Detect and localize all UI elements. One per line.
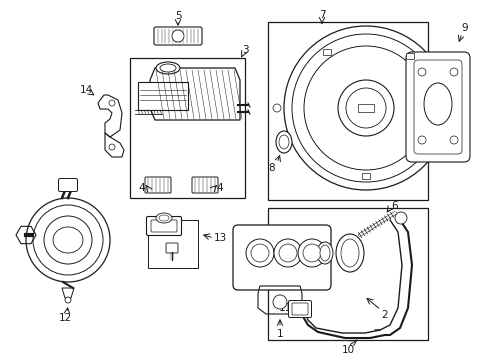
Ellipse shape: [156, 213, 172, 223]
Circle shape: [449, 68, 457, 76]
Circle shape: [449, 136, 457, 144]
FancyBboxPatch shape: [151, 220, 177, 232]
Text: 12: 12: [58, 313, 71, 323]
FancyBboxPatch shape: [291, 303, 307, 315]
Bar: [138, 82, 187, 110]
Ellipse shape: [275, 131, 291, 153]
Bar: [323, 49, 330, 55]
Bar: [148, 220, 198, 268]
Bar: [267, 22, 427, 200]
Text: 6: 6: [391, 201, 398, 211]
Circle shape: [172, 30, 183, 42]
Text: 13: 13: [213, 233, 226, 243]
Circle shape: [346, 88, 385, 128]
Circle shape: [245, 239, 273, 267]
Text: 8: 8: [268, 163, 275, 173]
FancyBboxPatch shape: [405, 52, 469, 162]
Circle shape: [417, 136, 425, 144]
Ellipse shape: [319, 245, 329, 261]
Circle shape: [250, 244, 268, 262]
FancyBboxPatch shape: [192, 177, 218, 193]
Ellipse shape: [156, 62, 180, 74]
Ellipse shape: [53, 227, 83, 253]
Ellipse shape: [335, 234, 363, 272]
Circle shape: [272, 295, 286, 309]
Text: 11: 11: [278, 303, 291, 313]
Circle shape: [337, 80, 393, 136]
Text: 2: 2: [381, 310, 387, 320]
Text: 5: 5: [174, 11, 181, 21]
Circle shape: [109, 144, 115, 150]
FancyBboxPatch shape: [288, 301, 311, 318]
Circle shape: [109, 100, 115, 106]
Text: 7: 7: [318, 10, 325, 20]
Circle shape: [284, 26, 447, 190]
Circle shape: [26, 198, 110, 282]
Circle shape: [291, 34, 439, 182]
FancyBboxPatch shape: [165, 243, 178, 253]
Bar: [357, 104, 373, 112]
FancyBboxPatch shape: [145, 177, 171, 193]
Text: 10: 10: [341, 345, 354, 355]
Ellipse shape: [340, 239, 358, 267]
FancyBboxPatch shape: [59, 179, 77, 192]
Circle shape: [297, 239, 325, 267]
Circle shape: [65, 297, 71, 303]
Bar: [405, 53, 413, 59]
Text: 1: 1: [276, 329, 283, 339]
Circle shape: [304, 46, 427, 170]
Text: 14: 14: [79, 85, 92, 95]
Bar: [361, 173, 369, 179]
FancyBboxPatch shape: [413, 60, 461, 154]
Circle shape: [272, 104, 281, 112]
Ellipse shape: [160, 64, 176, 72]
Bar: [267, 208, 427, 340]
Text: 4: 4: [139, 183, 145, 193]
Ellipse shape: [159, 215, 169, 221]
Circle shape: [394, 212, 406, 224]
Text: 3: 3: [241, 45, 248, 55]
Bar: [130, 58, 244, 198]
Circle shape: [303, 244, 320, 262]
Ellipse shape: [279, 135, 288, 149]
Text: 4: 4: [216, 183, 223, 193]
Circle shape: [279, 244, 296, 262]
Ellipse shape: [423, 83, 451, 125]
Circle shape: [273, 239, 302, 267]
Ellipse shape: [316, 242, 332, 264]
FancyBboxPatch shape: [154, 27, 202, 45]
Circle shape: [417, 68, 425, 76]
Text: 9: 9: [461, 23, 468, 33]
FancyBboxPatch shape: [146, 216, 181, 235]
Circle shape: [44, 216, 92, 264]
FancyBboxPatch shape: [232, 225, 330, 290]
Circle shape: [33, 205, 103, 275]
